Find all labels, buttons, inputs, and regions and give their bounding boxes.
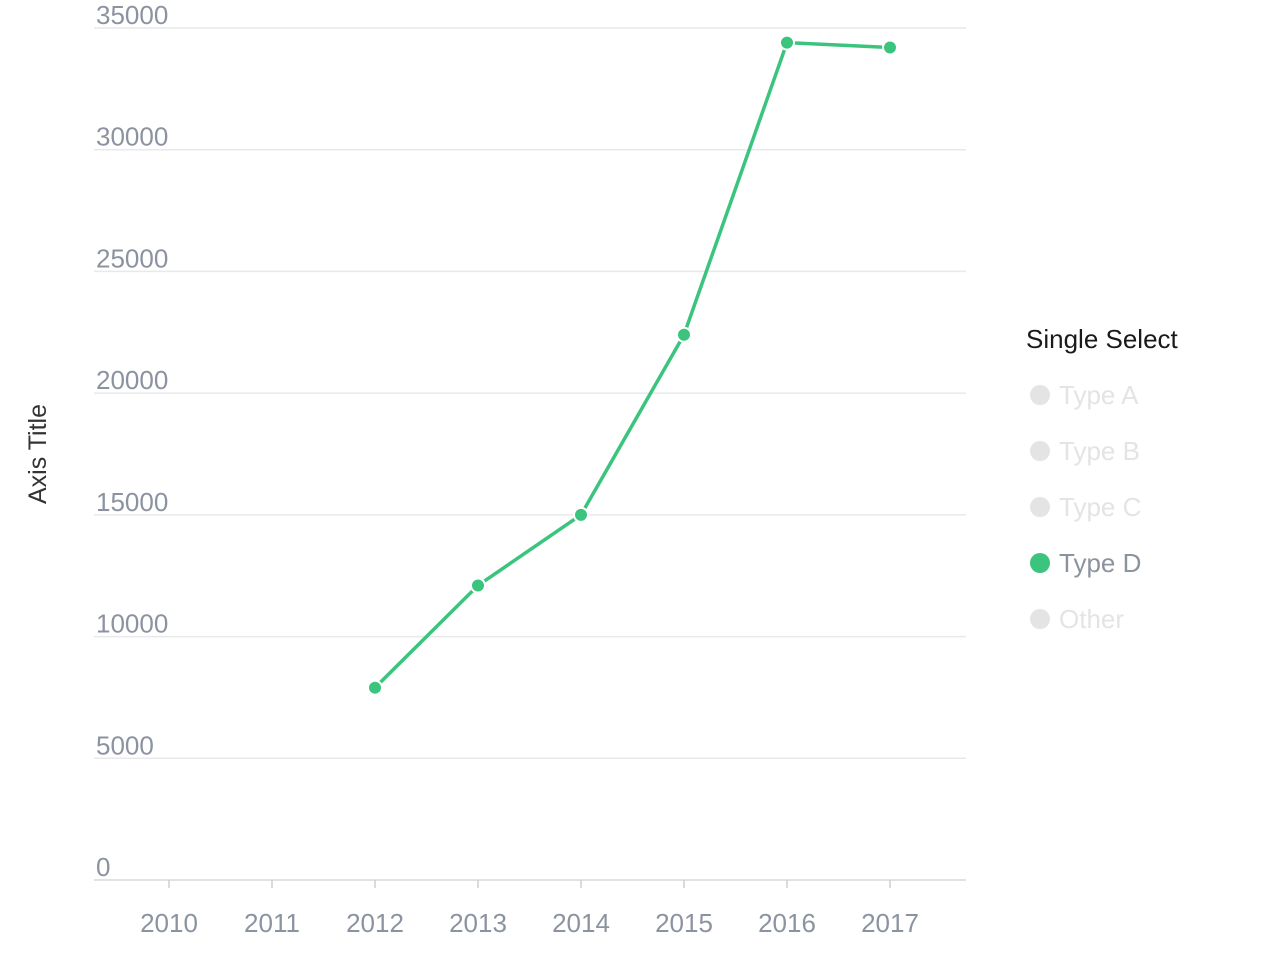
data-point[interactable] [779,34,795,51]
x-tick-label: 2011 [244,908,300,938]
x-tick-label: 2016 [758,908,816,938]
y-tick-label: 5000 [96,730,154,760]
grid-lines [94,27,966,760]
legend-marker-icon [1030,497,1050,517]
legend-marker-icon [1030,553,1050,573]
y-tick-label: 25000 [96,243,168,273]
x-axis: 2010 2011 2012 2013 2014 2015 2016 2017 [94,879,966,938]
series-layer [367,34,898,696]
data-point[interactable] [573,506,589,523]
y-axis: 0 5000 10000 15000 20000 25000 30000 35000 [96,0,168,882]
data-point[interactable] [676,326,692,343]
series-line-type-d [373,40,891,689]
x-tick-label: 2014 [552,908,610,938]
legend-item-label: Type B [1059,435,1140,466]
legend-item-label: Type A [1059,379,1139,410]
x-tick-label: 2017 [861,908,919,938]
legend-title: Single Select [1026,324,1178,354]
legend-item-label: Other [1059,603,1125,634]
legend-item-type-d[interactable]: Type D [1026,546,1266,580]
legend-marker-icon [1030,609,1050,629]
x-tick-label: 2010 [140,908,198,938]
legend: Single Select Type A Type B Type C Type D Ot… [1026,322,1266,658]
x-tick-label: 2013 [449,908,507,938]
legend-items: Type A Type B Type C Type D Other [1026,378,1266,636]
y-tick-label: 10000 [96,609,168,639]
y-axis-title: Axis Title [24,404,52,504]
data-point[interactable] [470,577,486,594]
y-tick-label: 30000 [96,122,168,152]
legend-item-type-b[interactable]: Type B [1026,434,1266,468]
x-tick-label: 2012 [346,908,404,938]
y-tick-label: 15000 [96,487,168,517]
legend-item-type-a[interactable]: Type A [1026,378,1266,412]
y-tick-label: 35000 [96,0,168,30]
y-tick-label: 0 [96,852,110,882]
legend-marker-icon [1030,385,1050,405]
legend-item-other[interactable]: Other [1026,602,1266,636]
legend-item-type-c[interactable]: Type C [1026,490,1266,524]
y-tick-label: 20000 [96,365,168,395]
legend-item-label: Type C [1059,491,1142,522]
data-point[interactable] [882,39,898,56]
legend-marker-icon [1030,441,1050,461]
legend-item-label: Type D [1059,547,1142,578]
data-point[interactable] [367,679,383,696]
x-tick-label: 2015 [655,908,713,938]
